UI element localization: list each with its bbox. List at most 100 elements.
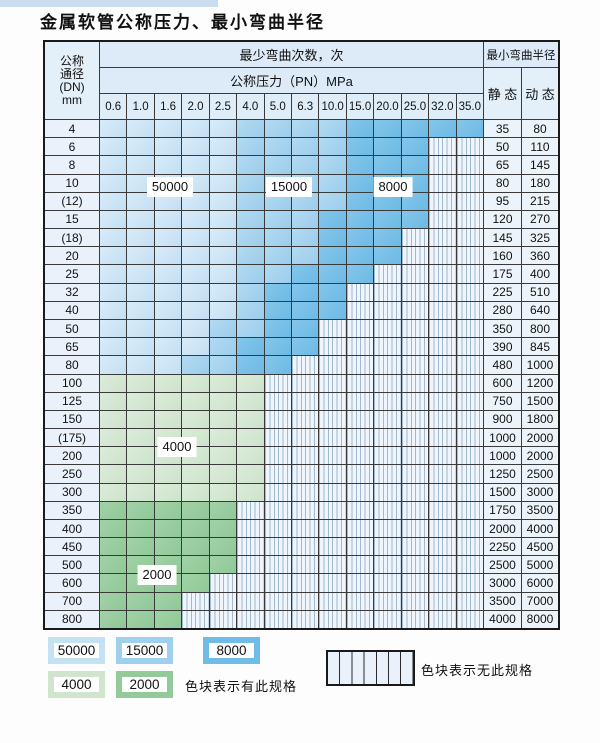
spec-cell xyxy=(237,210,264,229)
spec-cell xyxy=(154,319,182,338)
spec-cell xyxy=(209,538,237,556)
spec-cell xyxy=(100,501,127,519)
spec-cell xyxy=(237,319,264,338)
spec-cell xyxy=(456,120,483,138)
dn-row-label: 100 xyxy=(45,374,99,392)
spec-cell xyxy=(374,120,401,138)
static-radius-value: 350 xyxy=(484,319,521,338)
no-spec-cell xyxy=(346,519,374,538)
no-spec-cell xyxy=(292,538,319,556)
pressure-col-header: 2.0 xyxy=(182,94,209,119)
dn-row-label: (18) xyxy=(45,229,99,247)
no-spec-cell xyxy=(374,501,401,519)
spec-cell xyxy=(292,319,319,338)
dynamic-radius-value: 5000 xyxy=(522,556,558,574)
spec-cell xyxy=(429,120,456,138)
spec-cell xyxy=(264,338,291,356)
no-spec-cell xyxy=(374,301,401,319)
no-spec-cell xyxy=(401,538,429,556)
dynamic-radius-value: 1500 xyxy=(522,392,558,410)
no-spec-cell xyxy=(374,410,401,429)
dynamic-radius-value: 360 xyxy=(522,247,558,265)
spec-cell xyxy=(264,120,291,138)
dynamic-radius-value: 640 xyxy=(522,301,558,319)
spec-cell xyxy=(182,538,209,556)
spec-cell xyxy=(209,283,237,301)
spec-cell xyxy=(127,120,154,138)
static-radius-value: 1500 xyxy=(484,483,521,501)
spec-cell xyxy=(292,265,319,283)
region-label-2000: 2000 xyxy=(137,565,177,585)
spec-cell xyxy=(319,210,346,229)
no-spec-cell xyxy=(374,319,401,338)
dynamic-radius-value: 400 xyxy=(522,265,558,283)
no-spec-cell xyxy=(319,356,346,374)
spec-cell xyxy=(154,301,182,319)
spec-cell xyxy=(182,338,209,356)
static-header: 静 态 xyxy=(484,68,521,119)
no-spec-cell xyxy=(456,447,483,465)
no-spec-cell xyxy=(456,538,483,556)
spec-cell xyxy=(182,138,209,156)
spec-cell xyxy=(154,338,182,356)
spec-cell xyxy=(237,283,264,301)
spec-cell xyxy=(209,392,237,410)
no-spec-cell xyxy=(374,465,401,483)
dn-row-label: 40 xyxy=(45,301,99,319)
spec-cell xyxy=(237,374,264,392)
dn-row-label: 700 xyxy=(45,592,99,610)
spec-cell xyxy=(100,338,127,356)
no-spec-cell xyxy=(429,538,456,556)
no-spec-cell xyxy=(292,483,319,501)
spec-cell xyxy=(374,229,401,247)
spec-cell xyxy=(319,301,346,319)
spec-cell xyxy=(154,283,182,301)
no-spec-cell xyxy=(456,283,483,301)
dn-row-label: 800 xyxy=(45,610,99,628)
spec-cell xyxy=(100,519,127,538)
dn-row-label: 500 xyxy=(45,556,99,574)
spec-cell xyxy=(100,465,127,483)
dynamic-radius-value: 1200 xyxy=(522,374,558,392)
no-spec-cell xyxy=(374,610,401,628)
spec-cell xyxy=(127,229,154,247)
spec-cell xyxy=(127,501,154,519)
static-radius-value: 480 xyxy=(484,356,521,374)
spec-cell xyxy=(154,120,182,138)
no-spec-cell xyxy=(264,410,291,429)
dynamic-radius-value: 3000 xyxy=(522,483,558,501)
spec-cell xyxy=(346,247,374,265)
spec-cell xyxy=(182,120,209,138)
region-label-15000: 15000 xyxy=(265,177,313,197)
no-spec-cell xyxy=(292,519,319,538)
dn-row-label: 250 xyxy=(45,465,99,483)
spec-cell xyxy=(319,120,346,138)
no-spec-cell xyxy=(401,483,429,501)
legend-swatch-8000: 8000 xyxy=(203,637,260,664)
no-spec-cell xyxy=(429,447,456,465)
no-spec-cell xyxy=(264,574,291,592)
spec-cell xyxy=(100,556,127,574)
no-spec-cell xyxy=(374,538,401,556)
no-spec-cell xyxy=(374,556,401,574)
spec-cell xyxy=(346,138,374,156)
spec-cell xyxy=(154,501,182,519)
spec-cell xyxy=(209,410,237,429)
no-spec-cell xyxy=(346,538,374,556)
spec-cell xyxy=(154,410,182,429)
no-spec-cell xyxy=(292,556,319,574)
no-spec-cell xyxy=(429,247,456,265)
dn-row-label: 200 xyxy=(45,447,99,465)
no-spec-cell xyxy=(319,501,346,519)
no-spec-cell xyxy=(456,174,483,192)
no-spec-cell xyxy=(346,610,374,628)
dn-row-label: 450 xyxy=(45,538,99,556)
no-spec-cell xyxy=(401,610,429,628)
no-spec-cell xyxy=(456,338,483,356)
spec-cell xyxy=(209,265,237,283)
no-spec-cell xyxy=(374,283,401,301)
spec-cell xyxy=(182,556,209,574)
no-spec-cell xyxy=(237,574,264,592)
pressure-col-header: 2.5 xyxy=(209,94,237,119)
static-radius-value: 175 xyxy=(484,265,521,283)
